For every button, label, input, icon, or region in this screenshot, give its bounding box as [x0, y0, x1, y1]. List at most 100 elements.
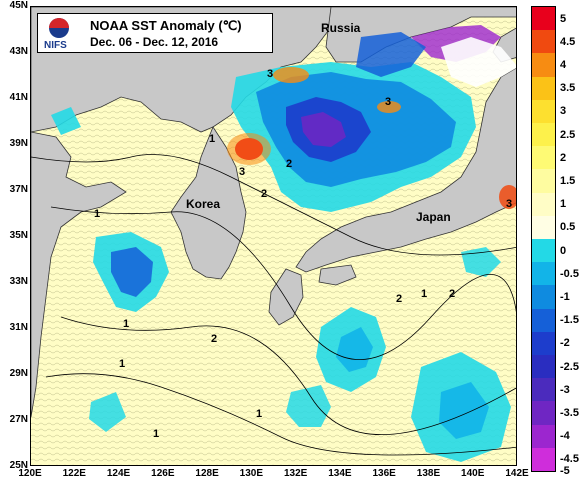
colorbar-label: 0 [560, 244, 567, 257]
longitude-label: 136E [372, 468, 396, 479]
contour-label: 1 [209, 133, 215, 145]
contour-label: 2 [396, 293, 402, 305]
anomaly-southwest-cyan [286, 385, 331, 427]
land-china-coast [31, 131, 127, 418]
contour-label: 1 [421, 288, 427, 300]
anomaly-south-blue [336, 327, 373, 372]
colorbar-label: 5 [560, 12, 567, 25]
anomaly-bottom-cyan [89, 392, 126, 432]
colorbar-label: 2 [560, 151, 567, 164]
nifs-logo-icon [49, 18, 69, 38]
colorbar-segment [532, 424, 555, 449]
contour-line [50, 206, 516, 361]
latitude-label: 41N [9, 92, 28, 103]
contour-label: 3 [385, 96, 391, 108]
colorbar-label: 1.5 [560, 175, 576, 187]
colorbar-segment [532, 146, 555, 170]
latitude-label: 25N [9, 460, 28, 471]
map-date-range: Dec. 06 - Dec. 12, 2016 [90, 35, 219, 49]
contour-label: 3 [506, 198, 512, 210]
contour-label: 3 [239, 166, 245, 178]
place-label-russia: Russia [321, 21, 361, 35]
longitude-label: 130E [239, 468, 264, 479]
colorbar-label: -2.5 [560, 360, 579, 373]
colorbar-label: 0.5 [560, 221, 576, 234]
title-box: NIFS NOAA SST Anomaly (℃) Dec. 06 - Dec.… [37, 13, 273, 53]
contour-label: 2 [261, 188, 267, 200]
colorbar-label: -1 [560, 291, 570, 303]
longitude-label: 128E [195, 468, 219, 479]
colorbar-segment [532, 215, 555, 240]
land-japan-shikoku [318, 264, 357, 286]
colorbar-label: 4 [560, 59, 567, 71]
map-canvas: 3 3 3 1 2 1 1 2 1 1 1 2 1 2 3 2 [31, 7, 516, 465]
anomaly-yellowsea-blue [111, 247, 153, 297]
colorbar-segment [532, 76, 555, 101]
land-korea [170, 126, 247, 280]
latitude-label: 39N [9, 138, 28, 149]
place-label-japan: Japan [416, 210, 451, 224]
missing-data-patch [441, 37, 516, 87]
longitude-label: 142E [505, 468, 529, 479]
contour-label: 2 [449, 288, 455, 300]
contour-label: 1 [123, 318, 129, 330]
colorbar-label: -4 [560, 430, 570, 443]
longitude-label: 122E [62, 468, 86, 479]
land-japan-kyushu [268, 268, 304, 326]
contour-label: 1 [153, 428, 159, 440]
sst-anomaly-map: 3 3 3 1 2 1 1 2 1 1 1 2 1 2 3 2 NIFS NOA… [30, 6, 517, 466]
longitude-label: 134E [328, 468, 352, 479]
colorbar-label: -1.5 [560, 314, 579, 327]
contour-line [45, 373, 516, 456]
anomaly-orange-spot [227, 133, 271, 165]
colorbar-segment [532, 53, 555, 78]
colorbar-segment [532, 99, 555, 124]
colorbar-segment [532, 285, 555, 310]
land-japan-honshu [295, 67, 516, 273]
colorbar-label: -4.5 [560, 453, 579, 466]
anomaly-southeast-blue [439, 382, 489, 439]
colorbar-segment [532, 447, 555, 472]
longitude-label: 138E [416, 468, 441, 479]
map-title: NOAA SST Anomaly (℃) [90, 18, 242, 33]
anomaly-west-cyan [51, 107, 81, 135]
anomaly-eastsea-purple [301, 112, 346, 147]
anomaly-north-blue [356, 32, 426, 77]
contour-label: 1 [119, 358, 125, 370]
latitude-label: 45N [9, 0, 28, 11]
colorbar-segment [532, 308, 555, 333]
longitude-label: 140E [461, 468, 485, 479]
colorbar-segment [532, 331, 555, 356]
colorbar-segment [532, 7, 555, 31]
colorbar-label: -0.5 [560, 267, 579, 280]
contour-label: 2 [211, 333, 217, 345]
contour-label: 2 [286, 158, 292, 170]
colorbar-segment [532, 401, 555, 426]
colorbar-segment [532, 30, 555, 54]
latitude-label: 35N [9, 230, 28, 241]
colorbar-segment [532, 192, 555, 217]
latitude-label: 37N [9, 184, 28, 195]
longitude-label: 132E [283, 468, 308, 479]
colorbar [531, 6, 556, 472]
colorbar-label: -2 [560, 337, 570, 350]
colorbar-label: -3 [560, 383, 570, 396]
colorbar-label: 2.5 [560, 128, 576, 141]
colorbar-label: 1 [560, 198, 567, 211]
anomaly-east-orange [499, 185, 516, 209]
colorbar-label: 3.5 [560, 82, 576, 95]
colorbar-segment [532, 169, 555, 194]
place-label-korea: Korea [186, 197, 221, 211]
contour-line [60, 316, 516, 435]
latitude-label: 31N [9, 322, 28, 333]
colorbar-segment [532, 378, 555, 402]
colorbar-segment [532, 262, 555, 286]
contour-label: 1 [94, 208, 100, 220]
colorbar-segment [532, 123, 555, 147]
logo-text: NIFS [44, 40, 67, 51]
colorbar-segment [532, 239, 555, 263]
contour-line [31, 154, 516, 256]
latitude-label: 43N [9, 46, 28, 57]
latitude-label: 33N [9, 276, 28, 287]
anomaly-mid-orange [377, 101, 401, 113]
